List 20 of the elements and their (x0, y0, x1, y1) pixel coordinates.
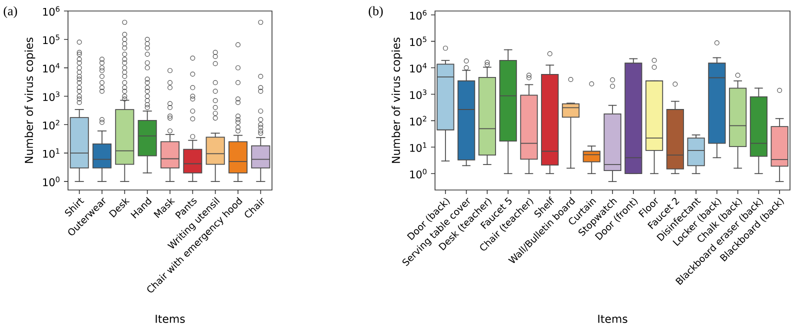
y-tick-label: 10$^{6}$ (410, 10, 427, 20)
y-tick-label: 10$^{5}$ (410, 36, 426, 46)
x-axis-title: Items (598, 314, 628, 323)
y-tick-label: 10$^{4}$ (410, 63, 427, 72)
y-tick-label: 10$^{5}$ (43, 34, 60, 44)
chart-title: (b) (368, 6, 383, 18)
y-axis-title: Number of virus copies (24, 38, 36, 163)
y-tick-label: 10$^{3}$ (410, 89, 426, 99)
x-axis-title: Items (156, 314, 185, 323)
y-tick-label: 10$^{2}$ (410, 116, 426, 126)
y-axis-title: Number of virus copies (392, 38, 402, 163)
y-tick-label: 10$^{4}$ (43, 63, 60, 73)
y-tick-label: 10$^{0}$ (410, 168, 426, 178)
y-tick-label: 10$^{6}$ (43, 6, 60, 16)
y-tick-label: 10$^{1}$ (43, 148, 60, 158)
y-tick-label: 10$^{2}$ (43, 120, 60, 130)
y-tick-label: 10$^{3}$ (43, 91, 60, 101)
y-tick-label: 10$^{1}$ (410, 142, 426, 152)
y-tick-label: 10$^{0}$ (43, 176, 60, 186)
chart-title: (a) (4, 6, 18, 18)
